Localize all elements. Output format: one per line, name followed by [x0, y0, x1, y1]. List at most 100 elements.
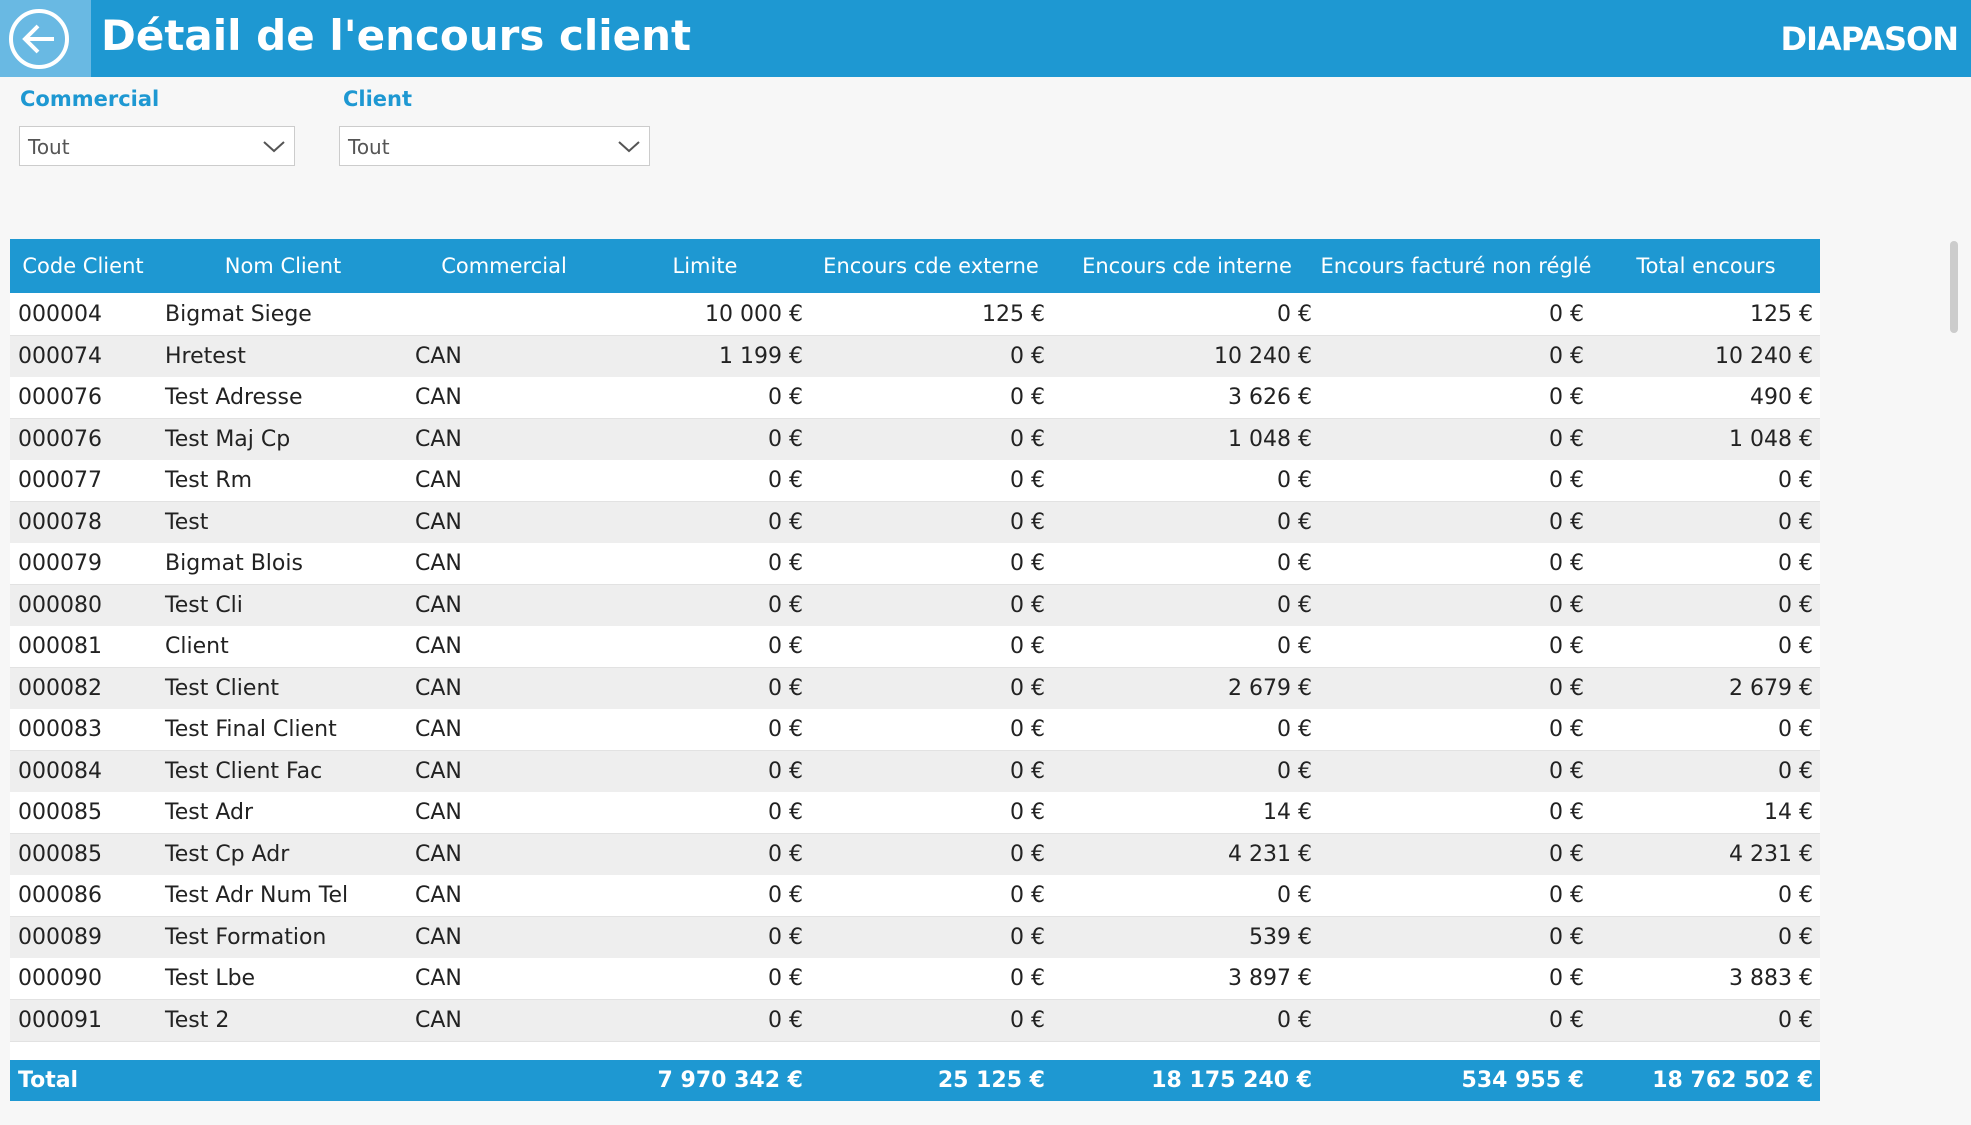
total-cell: 7 970 342 € [657, 1068, 803, 1093]
cell: 0 € [1010, 468, 1045, 493]
cell: CAN [415, 800, 462, 825]
cell: 0 € [1549, 468, 1584, 493]
cell: 0 € [1549, 966, 1584, 991]
cell: 0 € [1010, 551, 1045, 576]
cell: 2 679 € [1729, 675, 1813, 701]
cell: 000082 [18, 675, 102, 701]
cell: 1 199 € [719, 343, 803, 369]
cell: CAN [415, 675, 462, 701]
cell: 0 € [768, 758, 803, 784]
cell: 000076 [18, 385, 102, 410]
chevron [618, 141, 640, 153]
total-cell: 534 955 € [1461, 1068, 1584, 1093]
cell: CAN [415, 426, 462, 452]
cell: 1 048 € [1729, 426, 1813, 452]
column-header[interactable]: Nom Client [224, 254, 342, 278]
cell: 0 € [1778, 1007, 1813, 1033]
cell: 0 € [1277, 592, 1312, 618]
cell: 0 € [1778, 551, 1813, 576]
cell: 000090 [18, 966, 102, 991]
cell: 10 240 € [1715, 343, 1813, 369]
total-cell: 18 175 240 € [1151, 1068, 1312, 1093]
cell: Test Adresse [165, 385, 303, 410]
table-row [10, 750, 1820, 793]
cell: 000084 [18, 758, 102, 784]
cell: 0 € [768, 924, 803, 950]
cell: CAN [415, 509, 462, 535]
cell: 0 € [1549, 675, 1584, 701]
cell: 0 € [1010, 509, 1045, 535]
table-row [10, 875, 1820, 917]
dropdown[interactable]: Tout [19, 126, 295, 166]
cell: CAN [415, 758, 462, 784]
column-header[interactable]: Code Client [22, 254, 144, 278]
cell: CAN [415, 1007, 462, 1033]
cell: Test Formation [165, 924, 327, 950]
cell: 0 € [1010, 1007, 1045, 1033]
cell: 0 € [1549, 924, 1584, 950]
cell: 0 € [1277, 883, 1312, 908]
cell: Test Client Fac [165, 758, 323, 784]
cell: 0 € [1549, 758, 1584, 784]
total-cell: Total [18, 1068, 79, 1093]
table-row [10, 418, 1820, 461]
cell: CAN [415, 966, 462, 991]
table-header [10, 239, 1820, 293]
column-header[interactable]: Commercial [441, 254, 567, 278]
cell: 0 € [1010, 385, 1045, 410]
cell: CAN [415, 592, 462, 618]
logo: DIAPASON [1780, 20, 1959, 58]
dropdown[interactable]: Tout [339, 126, 650, 166]
cell: Test Adr Num Tel [165, 883, 349, 908]
table-row [10, 667, 1820, 710]
cell: 000074 [18, 343, 102, 369]
table-row [10, 833, 1820, 876]
cell: 0 € [1549, 634, 1584, 659]
cell: Test Cli [165, 592, 243, 618]
cell: Test [165, 509, 209, 535]
cell: Test Cp Adr [165, 841, 290, 867]
cell: 125 € [982, 302, 1045, 327]
cell: 0 € [1778, 758, 1813, 784]
cell: 490 € [1750, 385, 1813, 410]
table-row [10, 916, 1820, 959]
table-row [10, 584, 1820, 627]
cell: 0 € [1778, 717, 1813, 742]
cell: 0 € [1549, 551, 1584, 576]
table-row [10, 958, 1820, 1000]
cell: 0 € [1010, 924, 1045, 950]
cell: 000081 [18, 634, 102, 659]
column-header[interactable]: Encours facturé non réglé [1320, 254, 1592, 278]
cell: 0 € [1277, 717, 1312, 742]
cell: 0 € [768, 717, 803, 742]
column-header[interactable]: Encours cde externe [823, 254, 1039, 278]
column-header[interactable]: Encours cde interne [1082, 254, 1292, 278]
cell: 0 € [1277, 1007, 1312, 1033]
page-title: Détail de l'encours client [101, 11, 692, 60]
column-header[interactable]: Total encours [1636, 254, 1776, 278]
cell: 0 € [1549, 343, 1584, 369]
cell: 0 € [1778, 924, 1813, 950]
cell: 0 € [768, 551, 803, 576]
cell: 0 € [1549, 385, 1584, 410]
cell: Test Maj Cp [165, 426, 291, 452]
total-cell: 18 762 502 € [1652, 1068, 1813, 1093]
cell: 000089 [18, 924, 102, 950]
column-header[interactable]: Limite [672, 254, 738, 278]
cell: 0 € [768, 509, 803, 535]
back-button[interactable] [0, 0, 91, 77]
cell: 0 € [1277, 468, 1312, 493]
cell: 0 € [768, 1007, 803, 1033]
filter-label: Client [343, 87, 413, 111]
total-cell: 25 125 € [937, 1068, 1045, 1093]
cell: CAN [415, 841, 462, 867]
cell: 0 € [1010, 841, 1045, 867]
cell: 0 € [1010, 426, 1045, 452]
cell: 000004 [18, 302, 102, 327]
cell: 0 € [1010, 675, 1045, 701]
cell: 125 € [1750, 302, 1813, 327]
cell: 0 € [1778, 634, 1813, 659]
cell: Test Final Client [165, 717, 337, 742]
cell: Bigmat Siege [165, 302, 312, 327]
cell: 0 € [1277, 634, 1312, 659]
